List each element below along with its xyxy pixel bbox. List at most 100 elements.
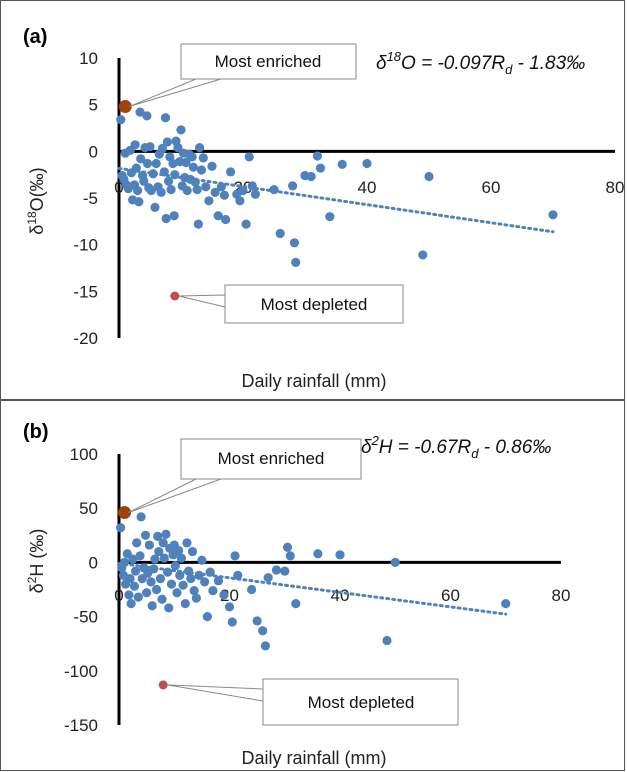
data-point — [252, 616, 262, 626]
data-point — [170, 561, 180, 571]
data-point — [181, 157, 191, 168]
data-point — [548, 210, 558, 220]
data-point — [149, 564, 159, 574]
y-tick-label: -150 — [64, 716, 98, 735]
data-point — [136, 154, 146, 164]
data-point — [163, 567, 173, 577]
data-point — [133, 592, 143, 602]
data-point — [130, 566, 141, 576]
y-tick-label: 0 — [89, 553, 98, 572]
data-point — [180, 598, 190, 609]
data-point — [213, 211, 223, 221]
y-tick-label: 5 — [89, 96, 98, 115]
callout-pointer — [128, 478, 222, 514]
callout-box-enriched — [180, 43, 357, 80]
equation-subscript: d — [471, 446, 479, 461]
y-axis-label-part: H (‰) — [27, 529, 47, 577]
data-point — [285, 551, 295, 561]
data-point — [205, 567, 215, 577]
panel-b: (b) δ2H = -0.67Rd - 0.86‰ 100 50 0 -50 -100 -15… — [0, 400, 625, 771]
data-point — [173, 143, 183, 153]
data-point — [193, 219, 203, 229]
data-point — [188, 162, 198, 172]
equation-superscript: 2 — [371, 433, 380, 448]
data-point — [224, 602, 235, 612]
data-point — [158, 538, 168, 548]
data-point — [176, 553, 187, 563]
data-point — [219, 590, 229, 600]
data-point — [159, 167, 169, 177]
data-point — [337, 159, 347, 169]
data-point — [282, 542, 293, 552]
data-point — [204, 196, 214, 206]
data-point — [134, 197, 144, 207]
data-point — [135, 551, 145, 561]
data-point — [191, 593, 201, 603]
chart-a: (a)δ18O = -0.097Rd - 1.83‰1050-5-10-15-2… — [23, 26, 624, 391]
data-point — [160, 113, 171, 123]
x-tick-label: 60 — [482, 178, 501, 197]
data-point — [151, 158, 161, 169]
data-point — [210, 187, 220, 197]
data-point — [190, 177, 200, 187]
y-tick-label: -10 — [73, 236, 98, 255]
callout-depleted-label: Most depleted — [308, 693, 415, 712]
data-point — [258, 626, 268, 636]
data-point — [233, 570, 243, 581]
x-tick-label: 0 — [114, 178, 123, 197]
data-point — [271, 565, 282, 575]
data-point — [128, 554, 138, 564]
callout-pointer — [167, 684, 264, 702]
y-axis-label-superscript: 18 — [25, 211, 39, 225]
data-point — [156, 187, 166, 197]
data-point — [280, 566, 290, 576]
data-point — [164, 176, 174, 186]
y-axis-label-part: δ — [27, 225, 47, 235]
equation-part: - 1.83‰ — [512, 53, 585, 74]
data-point — [247, 584, 257, 595]
y-tick-label: -5 — [83, 189, 98, 208]
panel-label: (a) — [23, 26, 47, 48]
data-point — [157, 594, 167, 604]
y-tick-label: 50 — [79, 499, 98, 518]
data-point — [142, 111, 152, 121]
data-point — [174, 545, 184, 556]
data-point — [247, 181, 257, 191]
data-point — [390, 557, 400, 567]
data-point — [154, 546, 164, 557]
y-axis-label: δ18O(‰) — [25, 167, 47, 234]
data-point — [175, 570, 185, 581]
data-point — [176, 125, 186, 135]
data-point — [132, 538, 142, 548]
y-tick-label: -100 — [64, 662, 98, 681]
most-enriched-point — [118, 100, 132, 114]
data-point — [213, 576, 224, 586]
callout-pointer — [178, 294, 226, 308]
data-point — [202, 612, 212, 622]
data-point — [207, 161, 217, 171]
data-point — [142, 158, 153, 169]
data-point — [139, 176, 149, 186]
data-point — [197, 555, 207, 565]
data-point — [116, 115, 126, 125]
y-tick-label: 0 — [89, 142, 98, 161]
data-point — [312, 151, 322, 161]
callout-box-depleted — [224, 284, 404, 324]
callout-pointer — [129, 78, 222, 108]
data-point — [126, 598, 136, 609]
data-point — [182, 538, 192, 548]
data-point — [131, 163, 141, 173]
data-point — [169, 211, 179, 221]
x-tick-label: 0 — [114, 586, 123, 605]
data-point — [418, 250, 428, 260]
callout-enriched-label: Most enriched — [215, 52, 322, 71]
data-point — [130, 140, 140, 150]
data-point — [325, 212, 335, 222]
data-point — [135, 107, 145, 117]
data-point — [146, 577, 156, 587]
y-axis-label: δ2H (‰) — [25, 529, 47, 594]
equation-part: δ — [376, 53, 387, 74]
data-point — [170, 170, 180, 180]
data-point — [145, 142, 155, 152]
chart-b: (b)δ2H = -0.67Rd - 0.86‰100500-50-100-15… — [23, 421, 570, 768]
